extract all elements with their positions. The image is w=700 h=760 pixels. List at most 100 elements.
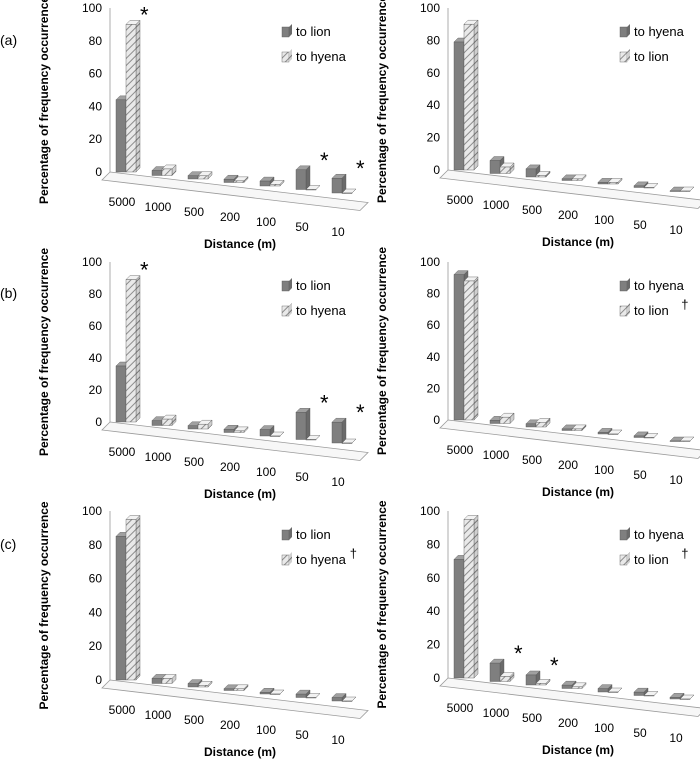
legend-label: to lion xyxy=(634,303,669,318)
bar-side-face xyxy=(689,436,695,442)
bar-series-2 xyxy=(161,414,177,426)
bar-front-face xyxy=(259,180,271,187)
bar-series-2 xyxy=(607,429,623,435)
legend-label: to lion xyxy=(634,49,669,64)
bar-front-face xyxy=(295,412,307,440)
bar-front-face xyxy=(633,691,645,696)
x-tick-label: 50 xyxy=(633,468,647,482)
x-tick-label: 5000 xyxy=(109,703,136,717)
bar-front-face xyxy=(161,168,173,176)
bar-series-2 xyxy=(197,680,213,688)
legend-swatch-side xyxy=(289,552,292,565)
legend-item: to hyena xyxy=(619,24,685,39)
x-tick-label: 200 xyxy=(558,716,578,730)
legend-label: to hyena xyxy=(634,24,685,39)
y-axis-title: Percentage of frequency occurrence xyxy=(375,0,389,203)
legend-dagger: † xyxy=(350,546,357,561)
x-tick-label: 10 xyxy=(669,731,683,745)
bar-front-face xyxy=(571,428,583,431)
legend-swatch-side xyxy=(289,278,292,291)
bar-series-2 xyxy=(463,19,479,171)
bar-front-face xyxy=(669,190,681,192)
legend-swatch xyxy=(619,529,628,541)
bar-series-1 xyxy=(525,164,541,178)
x-tick-label: 1000 xyxy=(145,200,172,214)
legend-item: to lion xyxy=(281,527,331,542)
x-tick-label: 1000 xyxy=(145,450,172,464)
legend-swatch-side xyxy=(289,303,292,316)
bar-front-face xyxy=(341,442,353,444)
chart-c-right: 0 20 40 60 80 100 5000 * 1000 * 500 200 100 50 10 Perce… xyxy=(375,500,700,757)
bar-front-face xyxy=(331,178,343,194)
legend-label: to lion xyxy=(296,527,331,542)
y-tick-label: 60 xyxy=(427,318,441,332)
bar-side-face xyxy=(689,694,695,700)
y-tick-label: 80 xyxy=(427,537,441,551)
legend-swatch-side xyxy=(627,552,630,565)
bar-side-face xyxy=(315,693,321,698)
bar-front-face xyxy=(151,170,163,176)
legend-item: to lion † xyxy=(619,546,688,567)
bar-front-face xyxy=(463,519,475,679)
legend-item: to lion xyxy=(281,278,331,293)
y-tick-label: 100 xyxy=(420,504,440,518)
bar-front-face xyxy=(305,439,317,441)
legend-swatch-side xyxy=(627,24,630,37)
legend-item: to lion xyxy=(619,49,669,64)
legend-item: to lion xyxy=(281,24,331,39)
bar-series-2 xyxy=(269,689,285,695)
bar-front-face xyxy=(259,429,271,437)
bar-series-2 xyxy=(197,419,213,430)
bar-front-face xyxy=(187,425,199,430)
y-tick-label: 0 xyxy=(433,671,440,685)
y-tick-label: 20 xyxy=(89,383,103,397)
x-tick-label: 10 xyxy=(669,223,683,237)
y-tick-label: 40 xyxy=(427,350,441,364)
y-tick-label: 0 xyxy=(433,163,440,177)
bar-front-face xyxy=(161,678,173,684)
bar-side-face xyxy=(351,438,357,444)
y-tick-label: 0 xyxy=(433,413,440,427)
bar-series-1 xyxy=(525,670,541,686)
bar-front-face xyxy=(489,420,501,424)
bar-series-2 xyxy=(607,177,623,185)
x-tick-label: 1000 xyxy=(483,198,510,212)
bar-series-2 xyxy=(305,435,321,441)
x-tick-label: 5000 xyxy=(109,445,136,459)
bar-side-face xyxy=(653,183,659,188)
legend-label: to hyena xyxy=(296,49,347,64)
x-tick-label: 500 xyxy=(184,713,204,727)
legend-label: to hyena xyxy=(634,278,685,293)
bar-front-face xyxy=(305,189,317,191)
x-tick-label: 200 xyxy=(220,210,240,224)
bar-series-2 xyxy=(341,438,357,444)
y-tick-label: 60 xyxy=(427,571,441,585)
y-axis-title: Percentage of frequency occurrence xyxy=(37,501,51,709)
bar-front-face xyxy=(489,662,501,682)
bar-series-2 xyxy=(161,164,177,176)
x-tick-label: 100 xyxy=(594,463,614,477)
y-tick-label: 60 xyxy=(89,319,103,333)
bar-front-face xyxy=(269,435,281,437)
x-tick-label: 50 xyxy=(295,220,309,234)
legend-swatch xyxy=(281,51,290,63)
bar-front-face xyxy=(151,420,163,426)
x-axis-title: Distance (m) xyxy=(542,485,614,499)
x-axis-title: Distance (m) xyxy=(204,487,276,501)
x-tick-label: 10 xyxy=(669,473,683,487)
y-tick-label: 100 xyxy=(420,255,440,269)
bar-side-face xyxy=(689,186,695,192)
bar-series-2 xyxy=(305,693,321,699)
bar-front-face xyxy=(679,440,691,442)
x-tick-label: 10 xyxy=(331,225,345,239)
bar-series-1 xyxy=(259,687,275,695)
x-tick-label: 500 xyxy=(522,453,542,467)
y-tick-label: 80 xyxy=(89,34,103,48)
legend-label: to lion xyxy=(296,24,331,39)
bar-series-2 xyxy=(679,694,695,700)
significance-marker: * xyxy=(514,641,523,666)
significance-marker: * xyxy=(140,2,149,27)
bar-front-face xyxy=(197,175,209,180)
chart-floor xyxy=(439,169,700,209)
legend-swatch xyxy=(281,280,290,292)
